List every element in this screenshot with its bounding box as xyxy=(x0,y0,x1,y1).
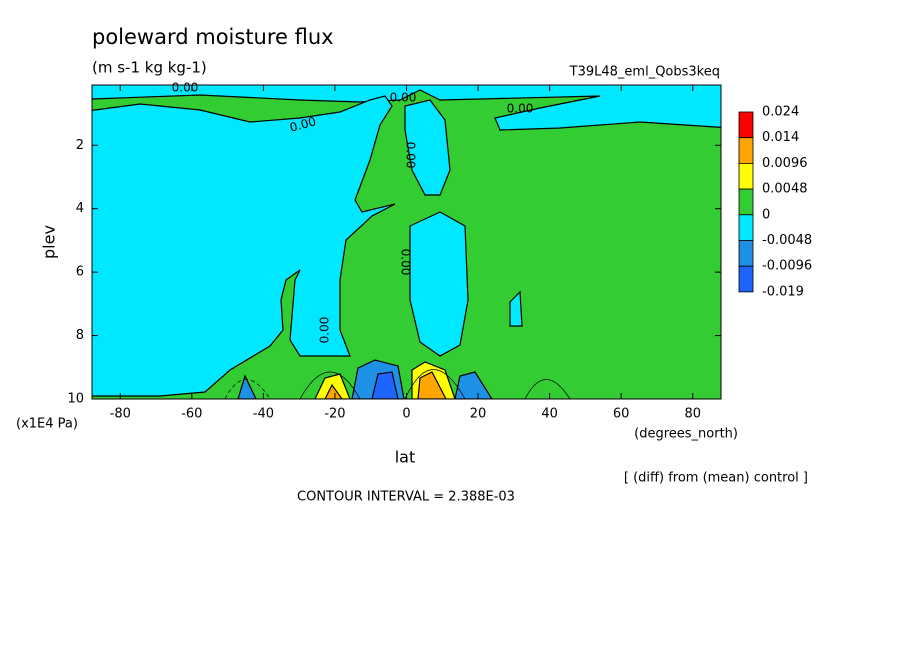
y-axis-label: plev xyxy=(40,225,59,259)
y-tick-label: 2 xyxy=(76,138,84,153)
x-tick-label: 80 xyxy=(684,407,701,422)
colorbar-box xyxy=(738,265,754,293)
colorbar-label: 0.024 xyxy=(762,105,799,120)
colorbar-label: 0 xyxy=(762,207,770,222)
x-tick-label: 0 xyxy=(402,407,410,422)
contour-line xyxy=(524,379,571,399)
colorbar-box xyxy=(738,162,754,190)
y-tick-label: 4 xyxy=(76,201,84,216)
contour-line xyxy=(299,371,361,399)
y-axis-units: (x1E4 Pa) xyxy=(16,417,78,432)
colorbar-label: 0.014 xyxy=(762,130,799,145)
note: [ (diff) from (mean) control ] xyxy=(624,471,808,486)
contour-region xyxy=(409,211,469,357)
colorbar-box xyxy=(738,214,754,241)
contour-field xyxy=(92,85,721,399)
x-tick-label: -80 xyxy=(110,407,131,422)
contour-region xyxy=(324,383,343,399)
x-axis-units: (degrees_north) xyxy=(634,427,738,442)
colorbar-label: -0.0048 xyxy=(762,233,812,248)
contour-line xyxy=(224,379,271,399)
chart-subtitle: (m s-1 kg kg-1) xyxy=(92,59,207,77)
x-tick-label: 20 xyxy=(470,407,487,422)
x-tick-label: 40 xyxy=(541,407,558,422)
contour-label: 0.00 xyxy=(288,114,317,134)
colorbar-label: 0.0048 xyxy=(762,182,808,197)
y-tick-label: 10 xyxy=(67,392,84,407)
contour-region xyxy=(417,371,447,399)
contour-region xyxy=(371,371,399,399)
y-tick-label: 6 xyxy=(76,265,84,280)
contour-label: 0.00 xyxy=(390,91,417,105)
x-tick-label: -60 xyxy=(181,407,202,422)
contour-region xyxy=(404,99,451,196)
colorbar-box xyxy=(738,188,754,216)
contour-label: 0.00 xyxy=(399,249,413,276)
contour-region xyxy=(237,374,257,399)
colorbar-label: -0.019 xyxy=(762,284,804,299)
x-axis-label: lat xyxy=(395,448,416,467)
contour-region xyxy=(92,95,396,397)
contour-region xyxy=(92,85,721,131)
contour-interval: CONTOUR INTERVAL = 2.388E-03 xyxy=(297,490,515,505)
colorbar-box xyxy=(738,111,754,139)
colorbar-label: -0.0096 xyxy=(762,259,812,274)
colorbar-box xyxy=(738,240,754,267)
x-tick-label: 60 xyxy=(613,407,630,422)
x-tick-label: -40 xyxy=(253,407,274,422)
contour-label: 0.00 xyxy=(172,81,199,95)
y-tick-label: 8 xyxy=(76,328,84,343)
colorbar-box xyxy=(738,137,754,164)
contour-region xyxy=(509,290,523,327)
contour-label: 0.00 xyxy=(404,142,418,169)
contour-line xyxy=(404,369,466,399)
contour-label: 0.00 xyxy=(507,102,534,116)
contour-region xyxy=(454,371,493,399)
x-tick-label: -20 xyxy=(324,407,345,422)
colorbar-label: 0.0096 xyxy=(762,156,808,171)
run-label: T39L48_eml_Qobs3keq xyxy=(569,65,720,80)
chart-title: poleward moisture flux xyxy=(92,25,334,49)
contour-label: 0.00 xyxy=(318,317,332,344)
